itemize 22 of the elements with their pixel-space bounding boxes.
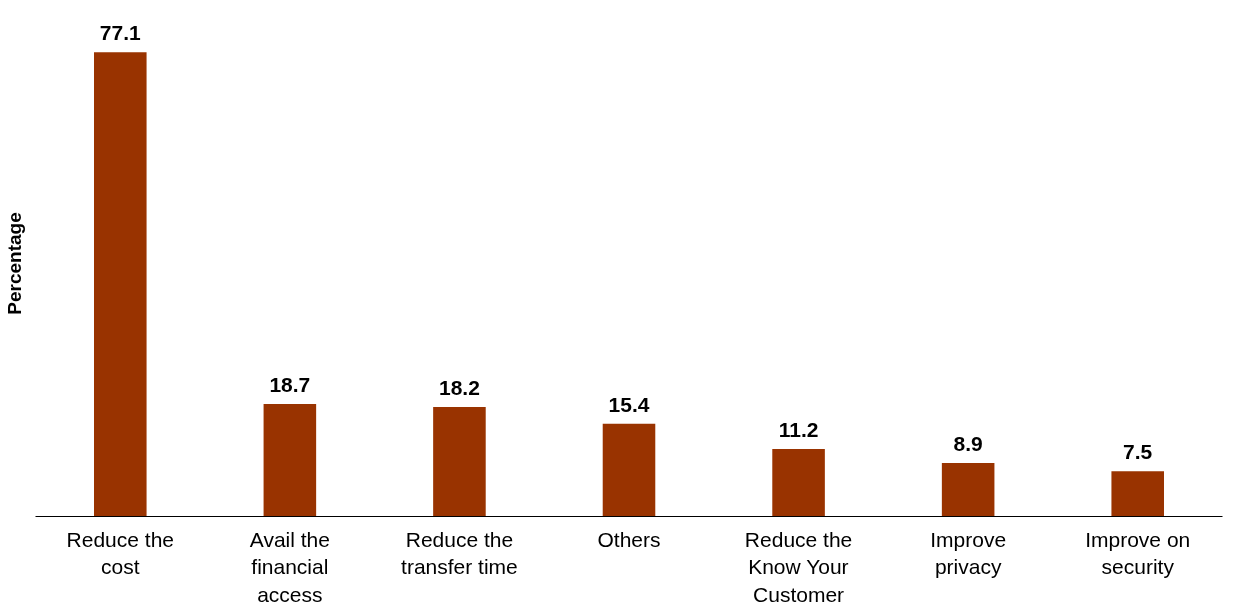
x-tick-label: Reduce the cost <box>66 527 174 579</box>
bar <box>94 52 147 517</box>
bar <box>772 449 825 517</box>
x-tick-label: Reduce the Know Your Customer <box>744 527 853 606</box>
data-label: 7.5 <box>1123 440 1153 464</box>
data-label: 15.4 <box>608 392 650 416</box>
x-tick-label: Reduce the transfer time <box>401 527 518 579</box>
data-label: 18.2 <box>438 375 480 399</box>
y-axis-title: Percentage <box>3 212 25 315</box>
bar <box>263 403 317 517</box>
bar <box>433 406 486 517</box>
data-label: 8.9 <box>953 431 983 455</box>
x-tick-label: Improve on security <box>1085 527 1191 579</box>
bar <box>602 423 656 517</box>
data-label: 11.2 <box>778 418 819 442</box>
data-label: 18.7 <box>269 372 311 396</box>
bar <box>941 462 995 517</box>
bar <box>1111 471 1164 517</box>
x-tick-label: Improve privacy <box>930 527 1007 579</box>
x-tick-label: Others <box>597 527 661 551</box>
data-label: 77.1 <box>99 21 142 45</box>
x-tick-label: Avail the financial access <box>249 527 330 606</box>
